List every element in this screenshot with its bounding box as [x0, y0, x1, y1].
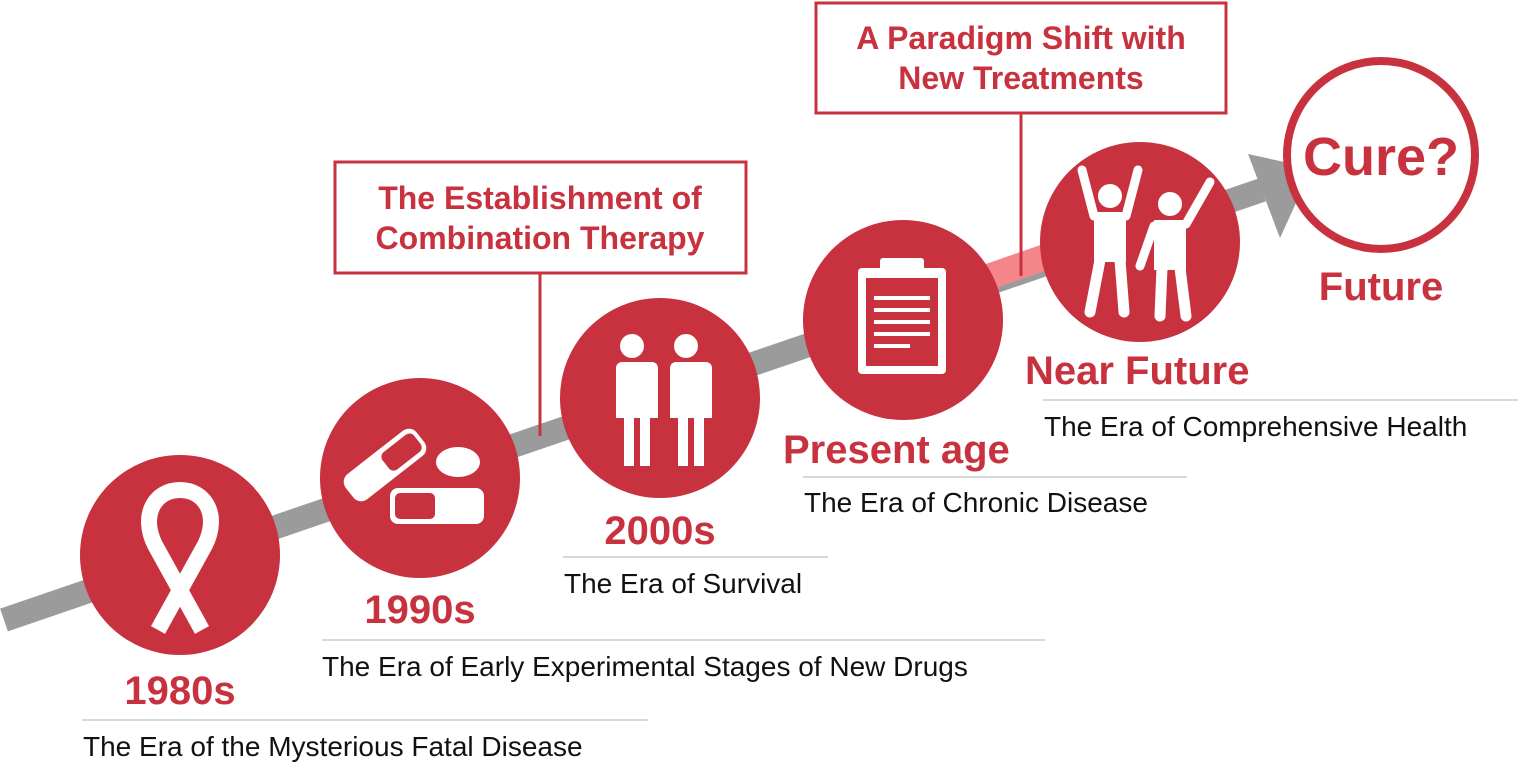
- cure-circle: [1283, 57, 1479, 253]
- era-label: Present age: [783, 428, 1010, 472]
- cure-question-text: Cure?: [1303, 127, 1459, 187]
- milestone-future: Cure? Future: [1283, 57, 1479, 309]
- milestone-2000s: 2000s The Era of Survival: [560, 298, 828, 599]
- callout-line: The Establishment of: [378, 180, 702, 216]
- era-label: 2000s: [604, 509, 715, 553]
- era-label: Future: [1319, 265, 1443, 309]
- era-label: 1980s: [124, 669, 235, 713]
- callout-line: Combination Therapy: [376, 220, 705, 256]
- era-label: 1990s: [364, 588, 475, 632]
- era-description: The Era of Survival: [564, 568, 802, 599]
- people-icon: [612, 334, 712, 466]
- clipboard-icon: [858, 258, 946, 374]
- milestone-1990s: 1990s The Era of Early Experimental Stag…: [320, 378, 1045, 682]
- callout-paradigm-shift: A Paradigm Shift with New Treatments: [814, 1, 1228, 115]
- era-label: Near Future: [1025, 349, 1250, 393]
- era-description: The Era of Chronic Disease: [804, 487, 1148, 518]
- milestone-present-age: Present age The Era of Chronic Disease: [783, 220, 1187, 518]
- awareness-ribbon-icon: [141, 482, 219, 634]
- callout-combination-therapy: The Establishment of Combination Therapy: [333, 160, 748, 275]
- milestone-1980s: 1980s The Era of the Mysterious Fatal Di…: [80, 455, 648, 762]
- callout-line: New Treatments: [898, 60, 1143, 96]
- era-description: The Era of the Mysterious Fatal Disease: [83, 731, 583, 762]
- milestone-near-future: Near Future The Era of Comprehensive Hea…: [1025, 142, 1518, 442]
- pills-icon: [343, 428, 484, 524]
- celebrating-people-icon: [1077, 165, 1215, 322]
- callout-line: A Paradigm Shift with: [856, 20, 1186, 56]
- era-description: The Era of Comprehensive Health: [1044, 411, 1467, 442]
- era-description: The Era of Early Experimental Stages of …: [322, 651, 968, 682]
